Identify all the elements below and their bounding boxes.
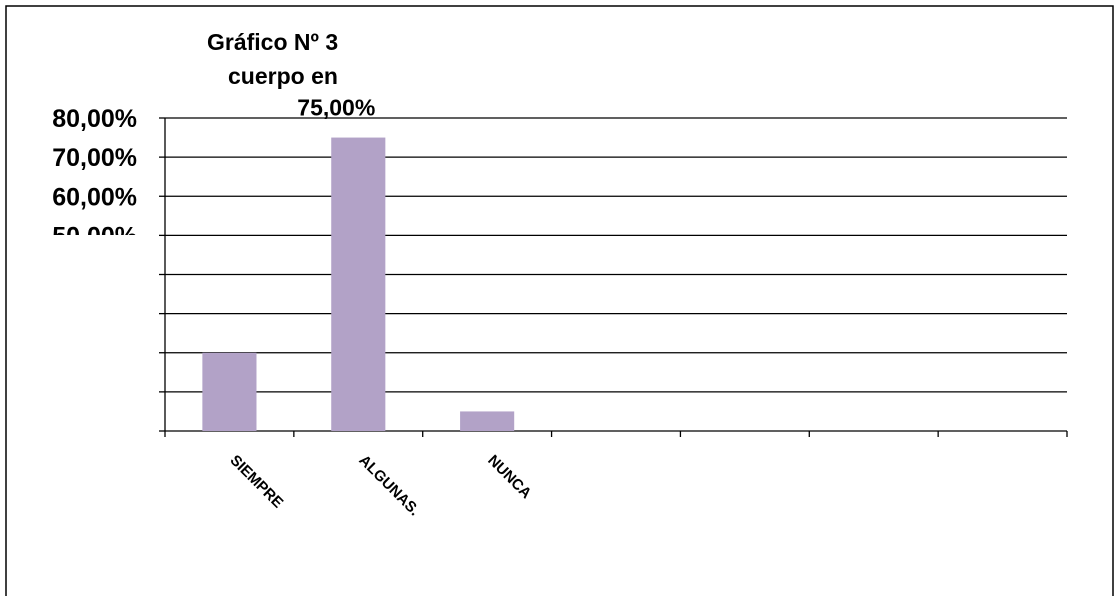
y-tick-label: 60,00% (52, 183, 137, 211)
y-tick-label: 50,00% (52, 222, 137, 250)
chart-title: cuerpo en (228, 63, 338, 89)
value-label: 75,00% (297, 95, 375, 121)
bar (331, 137, 386, 431)
chart-title: Gráfico Nº 3 (207, 29, 338, 55)
y-tick-label: 70,00% (52, 144, 137, 172)
y-tick-label: 80,00% (52, 105, 137, 133)
clipped-labels: Gráfico Nº 3 cuerpo en 50,00% 60,00% 70,00… (52, 29, 375, 250)
grid (159, 117, 1068, 437)
bar (202, 352, 257, 431)
chart-frame (5, 5, 1114, 596)
plot (202, 137, 515, 431)
bar (460, 411, 515, 431)
